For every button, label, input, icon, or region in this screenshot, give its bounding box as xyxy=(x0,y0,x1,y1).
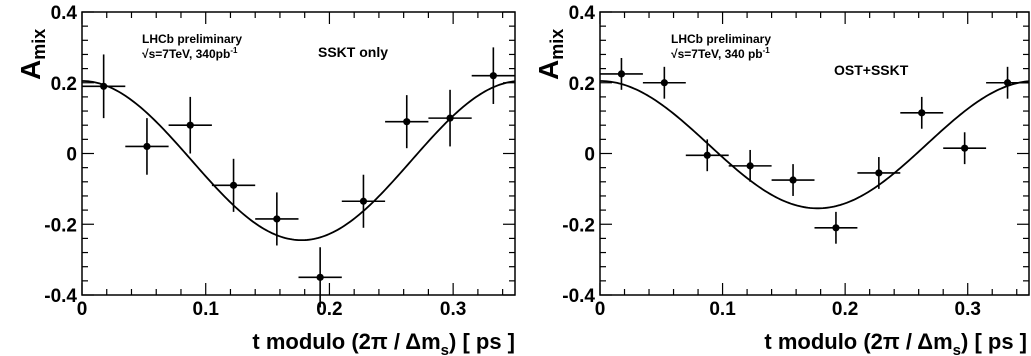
data-points xyxy=(600,57,1029,244)
fit-curve xyxy=(599,80,1030,210)
x-tick-label: 0.1 xyxy=(709,299,736,320)
x-tick-label: 0.3 xyxy=(955,299,981,320)
point-marker xyxy=(186,121,194,129)
data-point xyxy=(428,89,472,147)
point-marker xyxy=(875,169,883,177)
y-tick-label: -0.2 xyxy=(44,215,77,236)
point-marker xyxy=(359,197,368,205)
y-tick-label: 0.2 xyxy=(51,74,77,95)
y-tick-label: -0.2 xyxy=(562,215,595,236)
point-marker xyxy=(403,118,411,126)
y-axis-title: Amix xyxy=(533,29,567,80)
point-marker xyxy=(703,151,711,159)
x-tick-label: 0 xyxy=(77,299,88,320)
x-axis-title: t modulo (2π / Δms) [ ps ] xyxy=(764,329,1027,356)
y-tick-label: 0.4 xyxy=(569,3,596,24)
point-marker xyxy=(746,162,754,170)
point-marker xyxy=(660,79,668,87)
tick-labels: 0 0.1 0.2 0.3 -0.4 -0.2 0 0.2 0.4 xyxy=(562,3,981,320)
experiment-label: LHCb preliminary xyxy=(142,32,242,46)
fit-line xyxy=(599,80,1030,210)
tagger-label: OST+SSKT xyxy=(834,62,909,78)
x-tick-label: 0.2 xyxy=(832,299,858,320)
point-marker xyxy=(832,224,840,232)
data-point xyxy=(728,149,772,182)
energy-label: √s=7TeV, 340pb-1 xyxy=(142,46,238,61)
tick-labels: 0 0.1 0.2 0.3 -0.4 -0.2 0 0.2 0.4 xyxy=(44,3,466,320)
fit-curve xyxy=(81,80,516,242)
experiment-label: LHCb preliminary xyxy=(671,32,771,46)
data-point xyxy=(341,174,386,228)
data-point xyxy=(642,66,686,99)
data-point xyxy=(600,57,643,90)
chart-panel-sskt: 0 0.1 0.2 0.3 -0.4 -0.2 0 0.2 0.4 t modulo (2π /… xyxy=(15,3,516,356)
y-tick-label: 0.2 xyxy=(569,74,595,95)
y-axis-title: Amix xyxy=(15,29,49,80)
energy-label: √s=7TeV, 340 pb-1 xyxy=(671,46,770,61)
y-tick-label: -0.4 xyxy=(44,286,77,307)
data-point xyxy=(385,95,429,149)
data-point xyxy=(211,158,256,212)
point-marker xyxy=(229,181,238,189)
fit-line xyxy=(81,80,516,242)
data-point xyxy=(471,47,515,104)
point-marker xyxy=(143,142,151,151)
data-point xyxy=(814,211,858,244)
point-marker xyxy=(617,70,626,78)
chart-panel-ost-sskt: 0 0.1 0.2 0.3 -0.4 -0.2 0 0.2 0.4 t modulo (2π /… xyxy=(533,3,1030,356)
point-marker xyxy=(273,215,281,223)
data-point xyxy=(986,66,1029,99)
axis-ticks xyxy=(81,11,515,296)
point-marker xyxy=(489,72,497,80)
tagger-label: SSKT only xyxy=(318,44,388,60)
y-tick-label: 0.4 xyxy=(51,3,78,24)
y-tick-label: 0 xyxy=(584,145,595,166)
point-marker xyxy=(100,82,108,90)
point-marker xyxy=(961,144,969,152)
data-point xyxy=(168,96,212,154)
data-point xyxy=(82,54,126,119)
point-marker xyxy=(789,176,797,184)
data-points xyxy=(82,47,515,308)
point-marker xyxy=(316,273,324,281)
point-marker xyxy=(446,114,454,122)
y-tick-label: -0.4 xyxy=(562,286,595,307)
x-axis-title: t modulo (2π / Δms) [ ps ] xyxy=(252,329,515,356)
data-point xyxy=(900,96,944,129)
data-point xyxy=(255,192,299,246)
x-tick-label: 0 xyxy=(595,299,606,320)
x-tick-label: 0.3 xyxy=(440,299,466,320)
x-tick-label: 0.1 xyxy=(193,299,220,320)
axis-ticks xyxy=(599,11,1029,296)
data-point xyxy=(685,139,729,172)
y-tick-label: 0 xyxy=(66,145,77,166)
data-point xyxy=(298,247,342,308)
data-point xyxy=(857,157,901,189)
data-point xyxy=(771,164,815,196)
data-point xyxy=(125,118,169,175)
x-tick-label: 0.2 xyxy=(316,299,342,320)
point-marker xyxy=(918,109,926,117)
data-point xyxy=(943,132,987,165)
point-marker xyxy=(1003,79,1012,87)
